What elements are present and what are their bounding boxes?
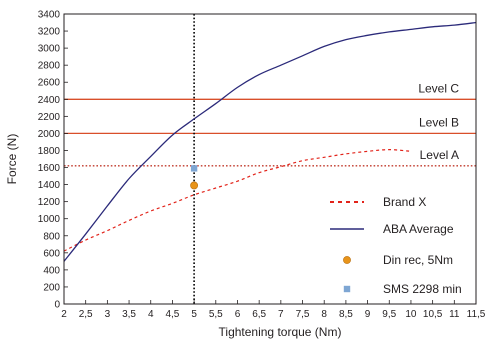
x-tick-label: 8,5 [339,309,353,320]
x-tick-label: 7 [278,309,284,320]
x-tick-label: 2,5 [79,309,93,320]
x-tick-label: 3 [105,309,111,320]
legend-swatch-din-rec-5nm [343,256,351,264]
y-tick-label: 1800 [38,146,61,157]
y-tick-label: 2800 [38,61,61,72]
y-tick-label: 3000 [38,44,61,55]
legend-swatch-sms-2298-min [343,285,351,293]
x-axis-title: Tightening torque (Nm) [219,325,342,339]
data-point-din-rec-5nm [190,181,199,190]
x-tick-label: 2 [61,309,67,320]
y-tick-label: 3400 [38,10,61,21]
x-tick-label: 10 [405,309,417,320]
x-tick-label: 6,5 [252,309,266,320]
x-tick-label: 5,5 [209,309,223,320]
x-tick-label: 4 [148,309,154,320]
x-tick-label: 4,5 [165,309,179,320]
x-tick-label: 9 [365,309,371,320]
legend-label-brand-x: Brand X [383,195,426,209]
legend-label-din-rec-5nm: Din rec, 5Nm [383,253,453,267]
y-tick-label: 2400 [38,95,61,106]
x-tick-label: 11 [449,309,460,320]
x-tick-label: 6 [235,309,241,320]
legend-label-aba-average: ABA Average [383,222,454,236]
y-tick-label: 2000 [38,129,61,140]
y-tick-label: 1000 [38,214,61,225]
x-tick-label: 7,5 [296,309,310,320]
x-tick-label: 9,5 [382,309,396,320]
x-tick-label: 3,5 [122,309,136,320]
reference-label-level-a: Level A [420,148,459,162]
series-line-brand-x [63,149,411,252]
x-tick-label: 8 [321,309,327,320]
y-tick-label: 1600 [38,163,61,174]
y-tick-label: 2600 [38,78,61,89]
x-tick-label: 10,5 [423,309,443,320]
reference-label-level-b: Level B [419,115,459,129]
reference-label-level-c: Level C [418,81,459,95]
y-tick-label: 3200 [38,27,61,38]
y-tick-label: 2200 [38,112,61,123]
series-line-aba-average [63,21,477,262]
legend-label-sms-2298-min: SMS 2298 min [383,282,462,296]
plot-frame [63,13,477,305]
y-tick-label: 200 [43,282,60,293]
y-tick-label: 800 [43,231,60,242]
x-tick-label: 11,5 [467,309,486,320]
y-tick-label: 1200 [38,197,61,208]
x-tick-label: 5 [191,309,197,320]
data-point-sms-2298-min [190,165,198,172]
y-tick-label: 1400 [38,180,61,191]
y-tick-label: 600 [43,248,60,259]
y-tick-label: 0 [54,300,60,311]
y-tick-label: 400 [43,265,60,276]
y-axis-title: Force (N) [5,134,19,185]
